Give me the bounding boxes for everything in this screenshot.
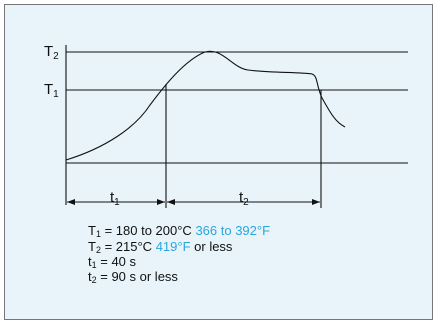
t1-level-label: T1 [44, 81, 59, 100]
t2-level-label: T2 [44, 43, 59, 62]
legend-line-t2: T2 = 215°C 419°F or less [88, 239, 233, 255]
diagram-panel [4, 4, 433, 320]
t1-span-label: t1 [110, 189, 120, 208]
legend-line-t2-duration: t2 = 90 s or less [88, 269, 178, 285]
legend-line-t1-duration: t1 = 40 s [88, 254, 137, 270]
t2-span-label: t2 [239, 189, 249, 208]
legend-line-t1: T1 = 180 to 200°C 366 to 392°F [88, 223, 270, 239]
temperature-curve [65, 50, 346, 161]
